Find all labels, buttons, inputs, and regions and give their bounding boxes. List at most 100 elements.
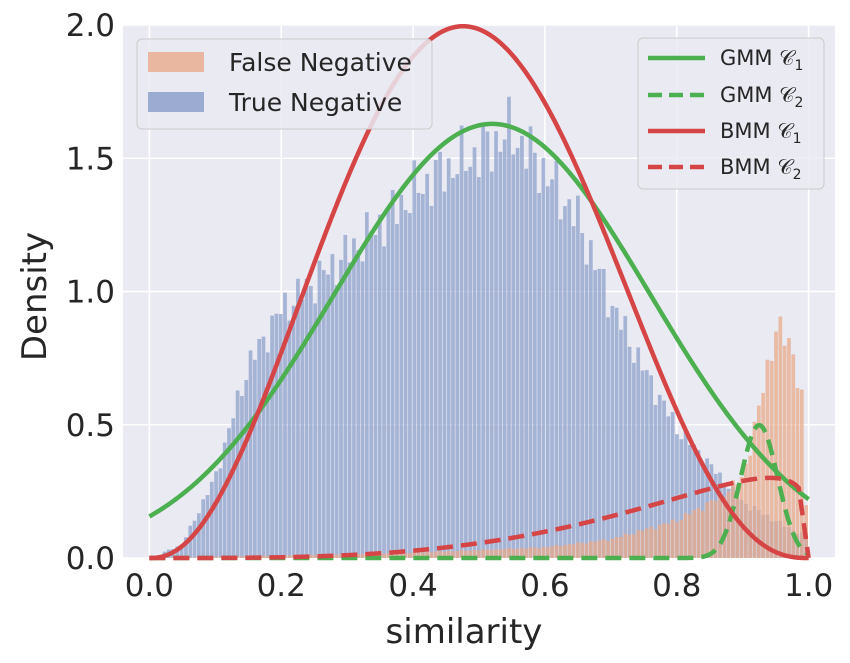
true-negative-bar — [588, 240, 593, 559]
false-negative-bar — [390, 552, 395, 558]
false-negative-bar — [774, 331, 778, 558]
true-negative-bar — [571, 226, 576, 558]
y-tick-label: 0.5 — [66, 408, 115, 444]
true-negative-bar — [308, 285, 313, 558]
false-negative-bar — [795, 388, 800, 558]
false-negative-bar — [188, 557, 193, 558]
false-negative-bar — [748, 455, 753, 558]
false-negative-bar — [696, 507, 701, 558]
true-negative-bar — [537, 193, 541, 558]
false-negative-bar — [683, 513, 688, 558]
true-negative-bar — [520, 135, 524, 558]
false-negative-bar — [636, 530, 641, 558]
false-negative-bar — [653, 529, 658, 558]
true-negative-bar — [265, 352, 270, 558]
false-negative-bar — [235, 556, 240, 558]
false-negative-bar — [778, 316, 783, 558]
true-negative-label: True Negative — [228, 88, 402, 117]
true-negative-bar — [352, 238, 356, 559]
y-tick-label: 1.0 — [66, 275, 115, 311]
true-negative-bar — [369, 231, 374, 559]
y-tick-label: 0.0 — [66, 541, 115, 577]
false-negative-bar — [597, 540, 602, 558]
true-negative-bar — [524, 168, 529, 559]
curve-legend-frame — [637, 37, 825, 190]
true-negative-bar — [442, 191, 447, 558]
true-negative-bar — [619, 329, 623, 558]
y-axis-title: Density — [15, 232, 55, 361]
true-negative-bar — [632, 362, 636, 558]
true-negative-bar — [494, 131, 498, 559]
true-negative-bar — [489, 171, 494, 558]
false-negative-bar — [261, 555, 266, 558]
true-negative-bar — [627, 346, 632, 558]
true-negative-bar — [313, 303, 318, 558]
true-negative-bar — [326, 274, 330, 558]
y-tick-label: 2.0 — [66, 8, 115, 44]
false-negative-bar — [563, 545, 567, 558]
false-negative-bar — [192, 557, 197, 558]
false-negative-bar — [584, 543, 589, 558]
x-tick-label: 1.0 — [784, 568, 833, 604]
false-negative-bar — [588, 541, 593, 558]
false-negative-bar — [360, 553, 365, 558]
true-negative-bar — [476, 177, 481, 558]
true-negative-bar — [278, 314, 283, 558]
curve-legend: GMM 𝒞1 GMM 𝒞2 BMM 𝒞1 BMM 𝒞2 — [637, 37, 825, 190]
false-negative-bar — [675, 522, 679, 558]
true-negative-bar — [550, 179, 554, 558]
false-negative-bar — [787, 338, 791, 558]
false-negative-bar — [468, 550, 473, 558]
true-negative-bar — [403, 210, 408, 558]
true-negative-bar — [576, 195, 580, 559]
true-negative-bar — [485, 131, 490, 559]
false-negative-bar — [240, 556, 244, 558]
true-negative-bar — [481, 125, 485, 559]
true-negative-bar — [390, 190, 395, 559]
true-negative-bar — [412, 160, 417, 559]
gmm-c2-label: GMM 𝒞2 — [720, 83, 803, 111]
false-negative-bar — [791, 354, 796, 558]
false-negative-bar — [554, 545, 559, 558]
true-negative-bar — [593, 270, 597, 558]
true-negative-bar — [420, 194, 425, 558]
true-negative-bar — [640, 370, 645, 558]
true-negative-bar — [446, 158, 451, 558]
false-negative-bar — [541, 547, 546, 558]
true-negative-bar — [614, 307, 619, 558]
false-negative-bar — [442, 551, 447, 558]
true-negative-bar — [291, 305, 296, 558]
true-negative-bar — [696, 450, 701, 558]
true-negative-bar — [416, 192, 421, 559]
false-negative-bar — [679, 520, 684, 558]
false-negative-bar — [601, 539, 606, 558]
false-negative-bar — [726, 491, 731, 558]
true-negative-bar — [179, 544, 184, 558]
x-tick-labels: 0.0 0.2 0.4 0.6 0.8 1.0 — [125, 568, 834, 604]
true-negative-bar — [515, 147, 520, 559]
false-negative-bar — [649, 526, 653, 558]
true-negative-bar — [218, 468, 223, 558]
false-negative-bar — [511, 549, 516, 558]
false-negative-bar — [576, 542, 580, 558]
false-negative-bar — [606, 541, 610, 558]
false-negative-bar — [420, 552, 425, 558]
true-negative-bar — [304, 278, 309, 558]
false-negative-bar — [558, 546, 563, 558]
true-negative-bar — [459, 125, 464, 559]
true-negative-bar — [653, 404, 658, 558]
false-negative-bar — [472, 550, 477, 558]
false-negative-swatch — [148, 52, 204, 72]
true-negative-bar — [657, 394, 662, 558]
false-negative-bar — [507, 547, 511, 558]
false-negative-bar — [528, 547, 533, 558]
false-negative-bar — [752, 421, 757, 558]
true-negative-bar — [373, 234, 378, 558]
true-negative-bar — [382, 246, 386, 558]
true-negative-bar — [317, 260, 322, 558]
true-negative-bar — [300, 299, 305, 558]
false-negative-bar — [287, 555, 292, 558]
x-tick-label: 0.0 — [125, 568, 174, 604]
false-negative-bar — [395, 553, 399, 558]
true-negative-bar — [472, 147, 477, 558]
